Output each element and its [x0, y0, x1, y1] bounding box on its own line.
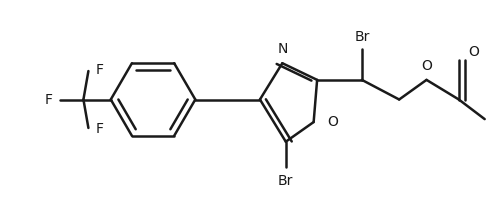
- Text: Br: Br: [278, 174, 293, 188]
- Text: N: N: [277, 42, 287, 57]
- Text: Br: Br: [354, 30, 370, 44]
- Text: O: O: [421, 59, 432, 73]
- Text: F: F: [44, 93, 52, 106]
- Text: O: O: [327, 115, 338, 129]
- Text: F: F: [96, 63, 104, 77]
- Text: O: O: [468, 45, 479, 60]
- Text: F: F: [96, 122, 104, 136]
